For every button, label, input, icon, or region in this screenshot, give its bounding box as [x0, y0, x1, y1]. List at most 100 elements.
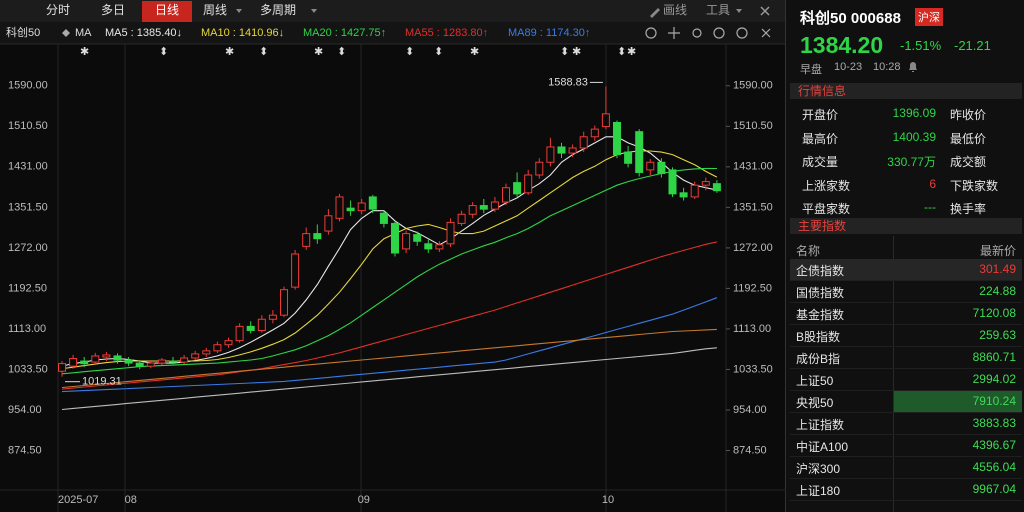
y-tick-label: 1351.50	[8, 201, 48, 213]
info-label: 成交额	[950, 155, 987, 169]
row-divider	[790, 412, 1022, 413]
event-marker[interactable]: ✱	[225, 46, 234, 58]
index-value: 7910.24	[972, 394, 1016, 408]
candle-body	[479, 205, 488, 210]
candle-body	[357, 202, 366, 212]
tool-button[interactable]: 工具	[706, 3, 730, 17]
cell-highlight	[894, 391, 1022, 412]
move-icon[interactable]	[668, 27, 680, 39]
candle-body	[268, 314, 277, 320]
dropdown-icon[interactable]	[736, 9, 742, 13]
annotation: 1588.83	[548, 76, 588, 88]
index-value: 4396.67	[972, 438, 1016, 452]
event-marker[interactable]: ✱	[80, 46, 89, 58]
tab[interactable]: 周线	[203, 3, 227, 17]
candle-body	[302, 233, 311, 247]
event-marker[interactable]: ⬍	[337, 46, 346, 58]
event-marker[interactable]: ✱	[627, 46, 636, 58]
tab-active[interactable]: 日线	[155, 3, 179, 17]
candle-body	[191, 353, 200, 359]
event-marker[interactable]: ⬍	[434, 46, 443, 58]
legend-item: MA89 : 1174.30↑	[508, 27, 590, 39]
close-icon[interactable]	[761, 28, 771, 38]
tab[interactable]: 多周期	[260, 3, 296, 17]
event-marker[interactable]: ⬍	[159, 46, 168, 58]
index-value: 224.88	[979, 284, 1016, 298]
dropdown-icon[interactable]	[311, 9, 317, 13]
zoom-in[interactable]	[713, 27, 725, 39]
annotation: 1019.31	[82, 376, 122, 388]
event-marker[interactable]: ⬍	[617, 46, 626, 58]
pen-icon[interactable]	[650, 8, 660, 18]
info-value: 1400.39	[892, 129, 936, 144]
info-label: 昨收价	[950, 108, 987, 122]
candle-body	[468, 205, 477, 215]
event-marker[interactable]: ✱	[572, 46, 581, 58]
candle-body	[646, 161, 655, 171]
candle-body	[368, 196, 377, 210]
candle-body	[402, 233, 411, 250]
row-divider	[790, 346, 1022, 347]
y-tick-label: 874.50	[8, 444, 42, 456]
candle-body	[180, 357, 189, 363]
candle-body	[513, 182, 522, 195]
event-marker[interactable]: ✱	[314, 46, 323, 58]
x-tick-label: 2025-07	[58, 494, 98, 506]
candle-body	[579, 136, 588, 149]
index-name: 上证180	[796, 484, 841, 498]
candle-body	[635, 131, 644, 173]
event-marker[interactable]: ✱	[470, 46, 479, 58]
y-tick-label: 1431.00	[8, 161, 48, 173]
price: 1384.20	[800, 32, 884, 58]
close-icon[interactable]	[760, 6, 770, 16]
candle-body	[224, 340, 233, 346]
index-name: 沪深300	[796, 462, 841, 476]
date: 10-23	[834, 61, 863, 73]
bell-icon[interactable]	[907, 60, 919, 73]
x-tick-label: 09	[358, 494, 370, 506]
zoom-out[interactable]	[645, 27, 657, 39]
y-tick-label: 1113.00	[8, 323, 46, 335]
dropdown-icon[interactable]	[236, 9, 242, 13]
index-value: 4556.04	[972, 460, 1016, 474]
candle-body	[624, 151, 633, 164]
event-marker[interactable]: ⬍	[560, 46, 569, 58]
tab[interactable]: 分时	[46, 3, 70, 17]
ma-line	[61, 347, 717, 411]
instrument-label: 科创50	[6, 25, 40, 39]
tab[interactable]: 多日	[101, 3, 125, 17]
index-value: 7120.08	[972, 306, 1016, 320]
column-divider	[893, 236, 894, 512]
candle-body	[435, 244, 444, 250]
section-header: 主要指数	[790, 218, 1022, 234]
settings-icon[interactable]	[692, 28, 702, 38]
row-divider	[790, 302, 1022, 303]
candle-body	[291, 253, 300, 288]
candle-body	[202, 350, 211, 355]
candle-body	[568, 147, 577, 154]
candle-body	[313, 233, 322, 240]
quote-panel: 科创50 000688 沪深 1384.20 -1.51% -21.21 早盘 …	[786, 0, 1024, 512]
info-label: 最低价	[950, 131, 987, 146]
candle-body	[324, 215, 333, 232]
candle-body	[146, 362, 155, 367]
tool-button[interactable]: 画线	[663, 3, 687, 17]
candle-body	[91, 355, 100, 363]
candle-body	[280, 289, 288, 316]
chart-controls[interactable]	[645, 27, 771, 39]
candle-body	[424, 243, 433, 250]
index-name: 企债指数	[796, 264, 845, 278]
candle-body	[346, 207, 355, 212]
event-marker[interactable]: ⬍	[259, 46, 268, 58]
diamond-icon[interactable]	[62, 29, 70, 37]
event-marker[interactable]: ⬍	[405, 46, 414, 58]
y-tick-label: 1510.50	[8, 120, 48, 132]
candle-body	[135, 362, 144, 367]
y-tick-label: 1590.00	[733, 80, 773, 92]
row-highlight	[790, 259, 1022, 280]
candle-body	[457, 213, 466, 224]
kline-chart: 分时 多日 日线 周线 多周期 画线 工具 科创50 MA ✱ ⬍ ✱ ⬍ ✱ …	[0, 0, 786, 512]
add-icon[interactable]	[736, 27, 748, 39]
candle-body	[712, 183, 721, 192]
table-header: 最新价	[979, 244, 1016, 258]
